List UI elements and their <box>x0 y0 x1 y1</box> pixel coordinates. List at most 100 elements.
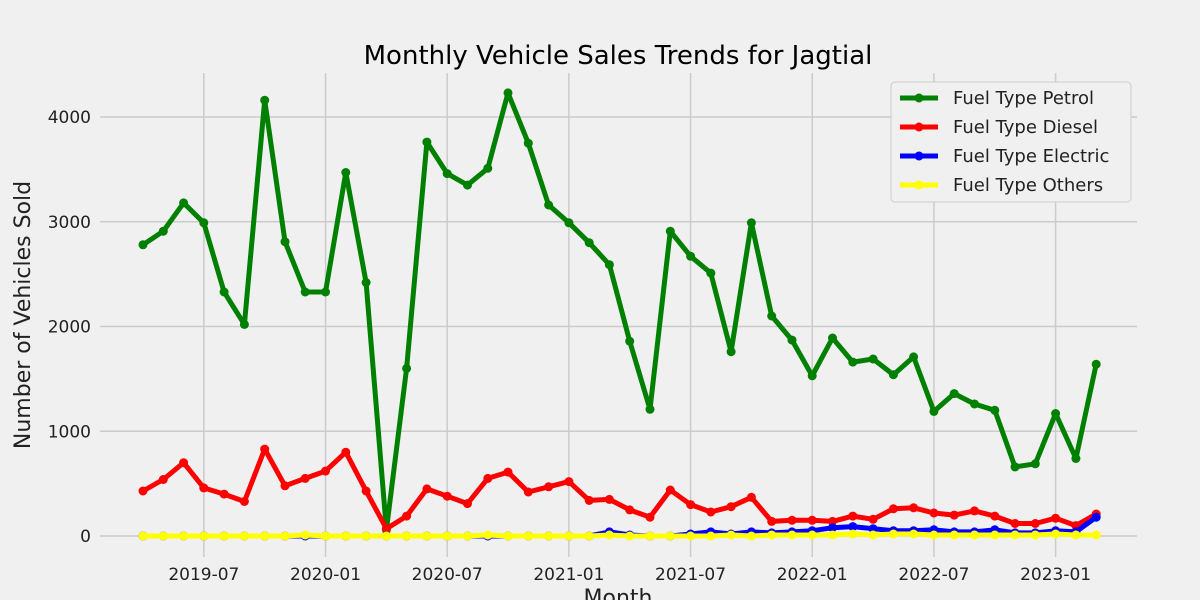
data-point <box>280 481 290 491</box>
data-point <box>625 505 635 515</box>
data-point <box>138 486 148 496</box>
series-fuel-type-others <box>138 529 1101 541</box>
data-point <box>888 370 898 380</box>
data-point <box>138 531 148 541</box>
data-point <box>1091 530 1101 540</box>
data-point <box>1010 519 1020 528</box>
data-point <box>483 530 493 540</box>
data-point <box>909 529 919 539</box>
data-point <box>807 515 817 525</box>
data-point <box>463 531 472 541</box>
series-fuel-type-diesel <box>138 444 1101 534</box>
data-point <box>361 531 371 541</box>
data-point <box>1091 512 1101 522</box>
data-point <box>665 531 675 541</box>
data-point <box>929 406 939 416</box>
data-point <box>442 491 452 501</box>
data-point <box>483 473 493 483</box>
legend-label: Fuel Type Diesel <box>953 117 1098 138</box>
data-point <box>341 531 351 541</box>
data-point <box>199 483 209 493</box>
data-point <box>503 467 513 477</box>
y-tick-label: 4000 <box>48 108 91 128</box>
data-point <box>321 466 330 476</box>
data-point <box>665 485 675 495</box>
data-point <box>990 530 1000 540</box>
data-point <box>1030 519 1040 528</box>
data-point <box>361 486 371 496</box>
data-point <box>625 531 635 541</box>
data-point <box>584 531 594 541</box>
data-point <box>706 507 716 517</box>
data-point <box>442 169 452 179</box>
data-point <box>848 529 858 539</box>
data-point <box>503 88 513 98</box>
data-point <box>544 531 554 541</box>
legend-marker <box>914 93 924 103</box>
data-point <box>300 287 310 297</box>
data-point <box>645 512 655 522</box>
data-point <box>239 497 249 506</box>
data-point <box>544 482 554 492</box>
data-point <box>402 531 412 541</box>
data-point <box>503 531 513 541</box>
legend-label: Fuel Type Petrol <box>953 88 1094 109</box>
chart-title: Monthly Vehicle Sales Trends for Jagtial <box>364 41 873 71</box>
data-point <box>280 237 290 247</box>
data-point <box>970 399 979 409</box>
data-point <box>381 531 391 541</box>
x-tick-label: 2021-01 <box>533 565 604 585</box>
data-point <box>219 287 229 297</box>
data-point <box>888 529 898 539</box>
data-point <box>1030 530 1040 540</box>
data-point <box>1071 530 1081 540</box>
x-tick-label: 2020-07 <box>412 565 483 585</box>
data-point <box>1010 530 1020 540</box>
data-point <box>158 226 168 236</box>
data-point <box>767 311 777 321</box>
data-point <box>990 511 1000 521</box>
data-point <box>381 524 391 534</box>
data-point <box>828 333 837 343</box>
data-point <box>625 336 635 346</box>
data-point <box>828 516 837 526</box>
y-tick-label: 1000 <box>48 422 91 442</box>
data-point <box>564 531 574 541</box>
x-tick-label: 2021-07 <box>655 565 726 585</box>
data-point <box>828 530 837 540</box>
data-point <box>726 347 736 357</box>
legend-label: Fuel Type Others <box>953 175 1103 196</box>
data-point <box>1091 359 1101 369</box>
data-point <box>422 484 432 494</box>
data-point <box>179 531 189 541</box>
x-tick-label: 2019-07 <box>168 565 239 585</box>
data-point <box>949 389 959 399</box>
data-point <box>1051 529 1061 539</box>
data-point <box>686 500 696 510</box>
data-point <box>868 354 878 364</box>
data-point <box>260 531 270 541</box>
legend-box <box>890 81 1132 203</box>
data-point <box>260 95 270 105</box>
data-point <box>1010 462 1020 472</box>
series-layer <box>138 88 1101 541</box>
data-point <box>665 226 675 236</box>
data-point <box>219 489 229 499</box>
legend-marker <box>914 151 924 161</box>
data-point <box>300 530 310 540</box>
data-point <box>402 363 412 373</box>
data-point <box>970 530 979 540</box>
data-point <box>767 516 777 526</box>
series-fuel-type-petrol <box>138 88 1101 535</box>
data-point <box>645 404 655 414</box>
data-point <box>361 278 371 287</box>
x-tick-label: 2020-01 <box>290 565 361 585</box>
data-point <box>523 531 533 541</box>
data-point <box>746 492 756 502</box>
data-point <box>949 510 959 520</box>
data-point <box>341 168 351 177</box>
data-point <box>929 508 939 518</box>
y-tick-labels: 0 1000 2000 3000 4000 <box>48 108 91 547</box>
x-tick-labels: 2019-07 2020-01 2020-07 2021-01 2021-07 2022-… <box>168 565 1091 585</box>
